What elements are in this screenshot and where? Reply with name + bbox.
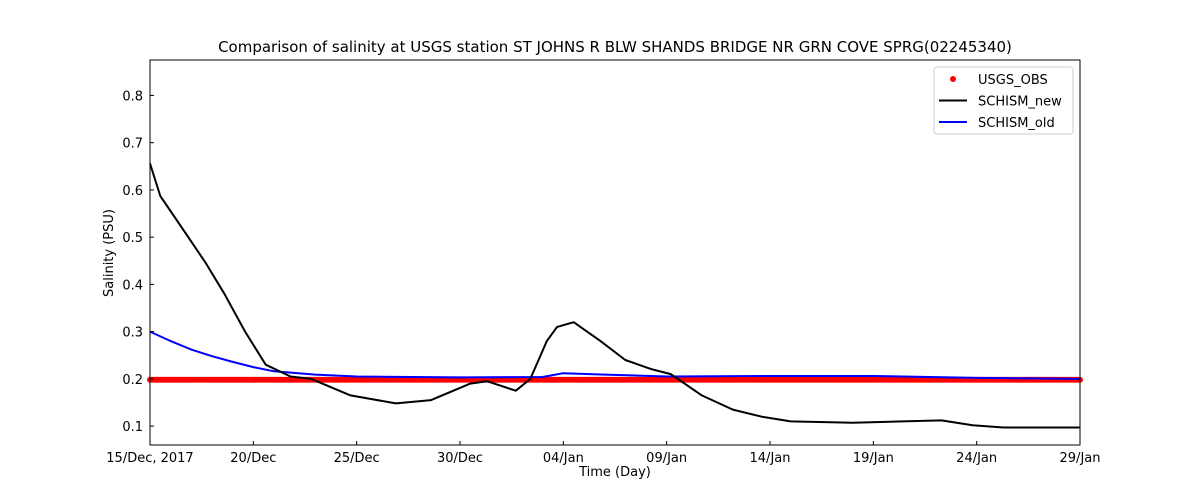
- legend-label-schism-old: SCHISM_old: [978, 116, 1055, 131]
- y-tick-label: 0.7: [122, 137, 143, 152]
- x-axis-label: Time (Day): [578, 465, 651, 480]
- y-axis-label: Salinity (PSU): [102, 209, 117, 297]
- y-tick-label: 0.6: [122, 184, 143, 199]
- legend: USGS_OBS SCHISM_new SCHISM_old: [933, 66, 1074, 135]
- y-tick-label: 0.2: [122, 373, 143, 388]
- legend-box: [933, 66, 1074, 135]
- y-tick-label: 0.1: [122, 420, 143, 435]
- x-tick-label: 29/Jan: [1060, 451, 1101, 466]
- x-tick-label: 30/Dec: [437, 451, 483, 466]
- x-tick-label: 20/Dec: [230, 451, 276, 466]
- x-tick-label: 24/Jan: [956, 451, 997, 466]
- chart-title: Comparison of salinity at USGS station S…: [218, 38, 1012, 56]
- x-tick-label: 14/Jan: [750, 451, 791, 466]
- y-tick-label: 0.5: [122, 231, 143, 246]
- schism-old-line: [149, 330, 1081, 380]
- x-tick-label: 25/Dec: [334, 451, 380, 466]
- y-tick-label: 0.8: [122, 89, 143, 104]
- legend-marker-usgs-obs: [950, 76, 956, 82]
- y-tick-label: 0.4: [122, 278, 143, 293]
- x-tick-label: 15/Dec, 2017: [106, 451, 193, 466]
- plot-frame: [149, 59, 1081, 446]
- y-tick-label: 0.3: [122, 326, 143, 341]
- x-tick-label: 04/Jan: [543, 451, 584, 466]
- x-tick-label: 19/Jan: [853, 451, 894, 466]
- schism-new-line: [149, 163, 1080, 429]
- x-tick-label: 09/Jan: [646, 451, 687, 466]
- legend-label-schism-new: SCHISM_new: [978, 95, 1062, 110]
- legend-label-usgs-obs: USGS_OBS: [978, 73, 1048, 88]
